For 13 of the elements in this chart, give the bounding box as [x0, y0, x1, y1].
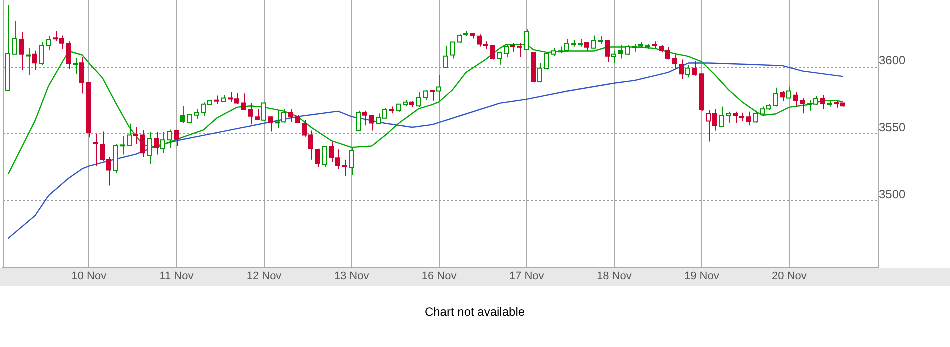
x-tick-label: 16 Nov: [422, 270, 458, 282]
x-tick-label: 13 Nov: [334, 270, 370, 282]
y-tick-label: 3500: [879, 187, 906, 202]
x-tick-label: 12 Nov: [246, 270, 282, 282]
x-tick-label: 20 Nov: [772, 270, 808, 282]
x-tick-label: 11 Nov: [160, 270, 194, 282]
y-tick-label: 3600: [879, 53, 906, 68]
x-tick-label: 18 Nov: [596, 270, 632, 282]
x-tick-label: 17 Nov: [509, 270, 545, 282]
text: Chart not available: [424, 305, 526, 319]
x-tick-label: 19 Nov: [684, 270, 720, 282]
y-tick-label: 3550: [879, 120, 906, 134]
x-tick-label: 10 Nov: [72, 270, 108, 282]
